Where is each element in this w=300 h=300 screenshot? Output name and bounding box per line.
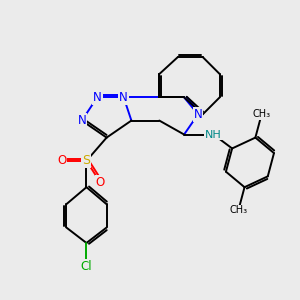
- Text: O: O: [96, 176, 105, 189]
- Text: N: N: [93, 91, 102, 104]
- Text: Cl: Cl: [81, 260, 92, 273]
- Text: N: N: [77, 114, 86, 127]
- Text: N: N: [119, 91, 128, 104]
- Text: CH₃: CH₃: [229, 206, 248, 215]
- Text: NH: NH: [205, 130, 222, 140]
- Text: N: N: [194, 108, 203, 121]
- Text: S: S: [82, 154, 91, 167]
- Text: O: O: [57, 154, 66, 167]
- Text: CH₃: CH₃: [253, 110, 271, 119]
